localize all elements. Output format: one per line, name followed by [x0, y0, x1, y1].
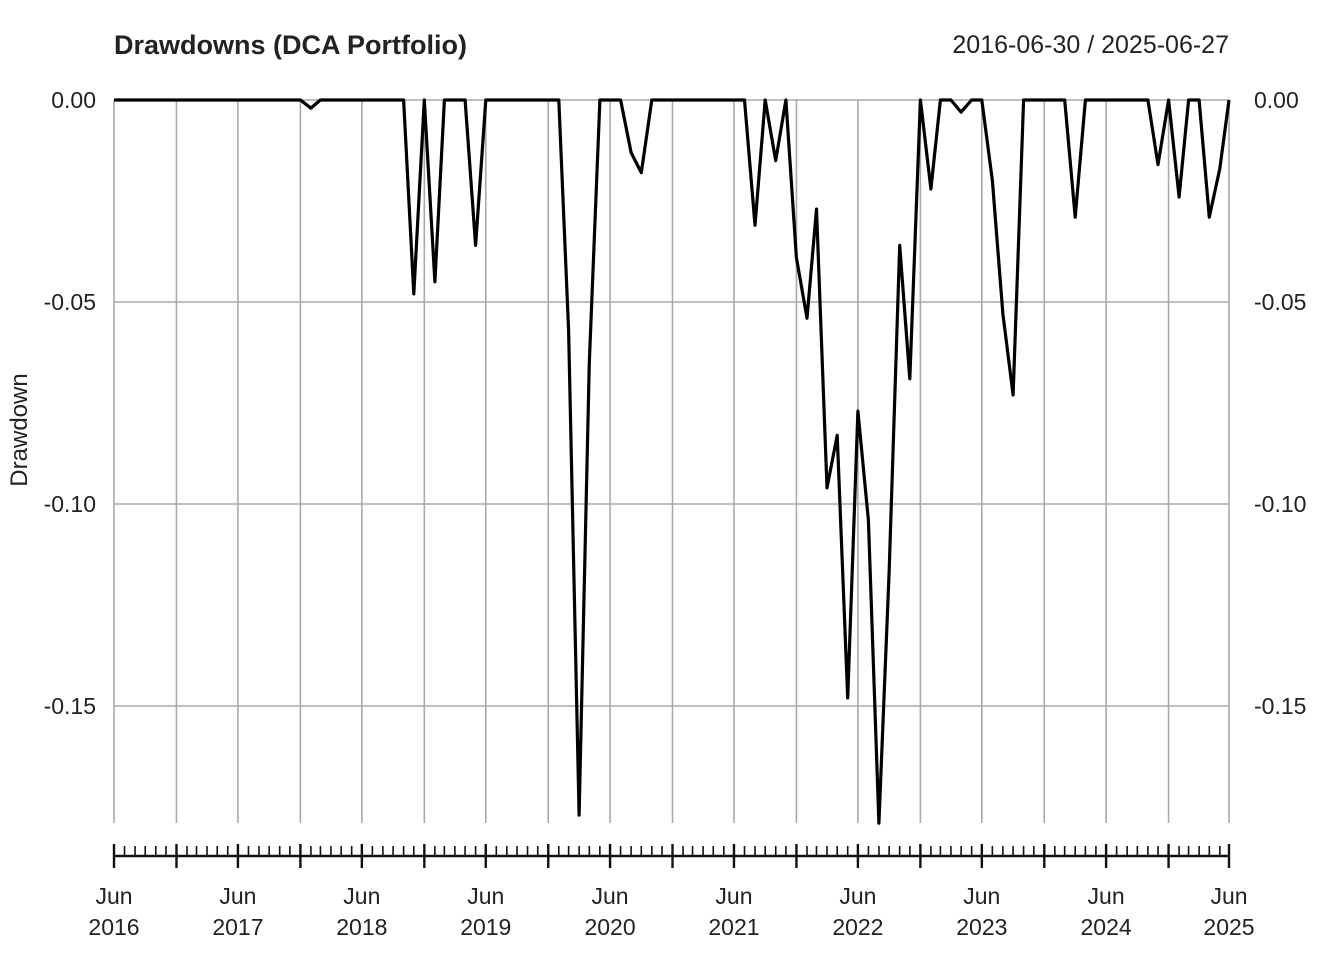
- x-tick-label-year: 2020: [584, 914, 635, 940]
- x-axis: [112, 844, 1231, 868]
- x-tick-label-month: Jun: [219, 883, 256, 909]
- x-tick-label-month: Jun: [839, 883, 876, 909]
- x-tick-label-month: Jun: [343, 883, 380, 909]
- drawdown-series-line: [114, 98, 1231, 825]
- y-tick-labels-right: 0.00 -0.05 -0.10 -0.15: [1254, 87, 1306, 719]
- y-tick-labels-left: 0.00 -0.05 -0.10 -0.15: [44, 87, 96, 719]
- x-tick-label-year: 2017: [212, 914, 263, 940]
- x-tick-label-year: 2019: [460, 914, 511, 940]
- x-tick-label-year: 2018: [336, 914, 387, 940]
- x-tick-label-month: Jun: [1210, 883, 1247, 909]
- y-tick-label: -0.15: [44, 693, 96, 719]
- y-tick-label: -0.10: [44, 491, 96, 517]
- x-tick-label-month: Jun: [95, 883, 132, 909]
- y-tick-label-right: -0.15: [1254, 693, 1306, 719]
- x-tick-label-year: 2023: [956, 914, 1007, 940]
- x-tick-label-month: Jun: [467, 883, 504, 909]
- x-tick-label-month: Jun: [591, 883, 628, 909]
- y-tick-label-right: -0.10: [1254, 491, 1306, 517]
- x-tick-label-month: Jun: [963, 883, 1000, 909]
- y-tick-label: -0.05: [44, 289, 96, 315]
- y-axis-label: Drawdown: [6, 373, 33, 486]
- date-range-label: 2016-06-30 / 2025-06-27: [952, 31, 1229, 59]
- x-tick-label-year: 2024: [1081, 914, 1132, 940]
- gridlines: [113, 99, 1230, 823]
- x-tick-label-year: 2025: [1203, 914, 1254, 940]
- x-tick-label-year: 2022: [832, 914, 883, 940]
- x-tick-label-month: Jun: [715, 883, 752, 909]
- x-tick-label-year: 2016: [88, 914, 139, 940]
- y-tick-label-right: 0.00: [1254, 87, 1299, 113]
- y-tick-label-right: -0.05: [1254, 289, 1306, 315]
- x-tick-label-year: 2021: [708, 914, 759, 940]
- y-tick-label: 0.00: [51, 87, 96, 113]
- x-tick-labels: Jun 2016 Jun 2017 Jun 2018 Jun 2019 Jun 2020 Jun 20…: [88, 883, 1254, 940]
- chart-title: Drawdowns (DCA Portfolio): [114, 30, 467, 60]
- x-tick-label-month: Jun: [1088, 883, 1125, 909]
- plot-area: [114, 98, 1231, 825]
